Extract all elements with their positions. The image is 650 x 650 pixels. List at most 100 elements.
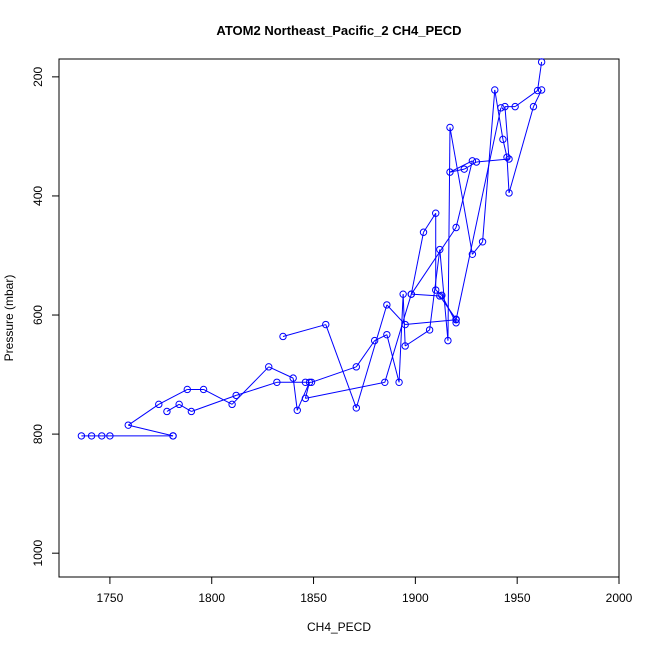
data-point <box>279 332 287 341</box>
series-segment <box>537 61 543 91</box>
series-segment <box>305 381 385 399</box>
data-point <box>293 406 301 414</box>
x-axis: 1750 1800 1850 1900 1950 2000 <box>97 577 633 605</box>
data-point <box>432 286 440 294</box>
data-point <box>505 189 513 197</box>
series-segment <box>355 304 388 409</box>
data-point <box>468 157 477 165</box>
x-axis-label: CH4_PECD <box>307 620 371 634</box>
data-point <box>106 432 114 440</box>
data-point <box>499 135 507 144</box>
series-segment <box>325 324 357 409</box>
data-point <box>436 245 444 254</box>
data-point <box>289 374 297 382</box>
data-point <box>232 391 240 400</box>
data-point <box>425 326 434 334</box>
series-segment <box>191 394 237 412</box>
data-point <box>529 102 538 111</box>
series-segment <box>476 158 510 163</box>
data-point <box>472 158 481 166</box>
data-point <box>432 209 440 217</box>
series-3 <box>279 104 505 412</box>
series-segment <box>398 294 404 383</box>
series-segment <box>514 90 538 108</box>
data-point <box>98 432 106 440</box>
data-point <box>478 238 487 246</box>
data-point <box>419 228 428 236</box>
y-axis: 200 400 600 800 1000 <box>31 67 59 567</box>
series-2 <box>163 86 546 416</box>
data-point <box>169 432 177 440</box>
data-point <box>452 223 460 232</box>
data-point <box>87 432 96 440</box>
x-tick-label: 1750 <box>97 591 124 605</box>
series-segment <box>268 366 294 379</box>
x-tick-label: 2000 <box>606 591 633 605</box>
series-1 <box>77 58 546 440</box>
data-point <box>468 250 477 258</box>
data-point <box>322 320 330 329</box>
series-segment <box>236 381 278 396</box>
data-point <box>228 400 236 409</box>
y-tick-label: 800 <box>31 424 45 444</box>
data-point <box>77 432 86 440</box>
series-segment <box>508 106 534 194</box>
series-segment <box>386 304 406 325</box>
data-point <box>370 336 379 345</box>
x-tick-label: 1900 <box>402 591 429 605</box>
x-tick-label: 1950 <box>504 591 531 605</box>
series-segment <box>504 106 510 160</box>
data-point <box>352 404 361 412</box>
data-point <box>503 153 511 161</box>
data-point <box>537 86 546 94</box>
series-segment <box>404 329 430 347</box>
series-segment <box>423 212 437 233</box>
series-segment <box>386 334 400 383</box>
data-point <box>533 86 542 95</box>
chart-title: ATOM2 Northeast_Pacific_2 CH4_PECD <box>216 23 461 38</box>
series-segment <box>158 389 188 405</box>
series-segment <box>449 160 473 173</box>
y-tick-label: 1000 <box>31 540 45 567</box>
data-point <box>307 378 316 387</box>
series-segment <box>203 389 233 405</box>
series-segment <box>166 403 180 412</box>
data-point <box>501 102 509 111</box>
series-layer <box>77 58 546 440</box>
data-point <box>444 336 452 345</box>
series-segment <box>439 249 449 341</box>
data-point <box>383 330 391 339</box>
series-segment <box>471 241 483 255</box>
data-point <box>395 378 403 387</box>
data-point <box>175 400 183 409</box>
series-segment <box>506 157 510 193</box>
x-tick-label: 1800 <box>198 591 225 605</box>
data-point <box>505 155 513 163</box>
series-segment <box>311 366 357 383</box>
series-segment <box>384 294 412 383</box>
y-axis-label: Pressure (mbar) <box>2 275 16 362</box>
series-segment <box>178 403 192 412</box>
series-segment <box>447 127 451 341</box>
data-point <box>124 421 132 429</box>
series-segment <box>494 89 504 140</box>
data-point <box>511 102 519 111</box>
data-point <box>183 385 191 394</box>
data-point <box>407 290 415 298</box>
data-point <box>401 342 409 350</box>
x-tick-label: 1850 <box>300 591 327 605</box>
plot-frame <box>58 58 620 578</box>
series-segment <box>292 378 298 411</box>
data-point <box>446 123 454 132</box>
series-segment <box>128 424 174 437</box>
series-segment <box>405 319 457 326</box>
series-segment <box>402 294 406 347</box>
data-point <box>301 394 310 403</box>
series-segment <box>455 160 473 228</box>
y-tick-label: 200 <box>31 67 45 87</box>
data-point <box>163 407 171 416</box>
y-tick-label: 600 <box>31 305 45 325</box>
data-point <box>491 86 499 94</box>
series-segment <box>429 249 441 330</box>
